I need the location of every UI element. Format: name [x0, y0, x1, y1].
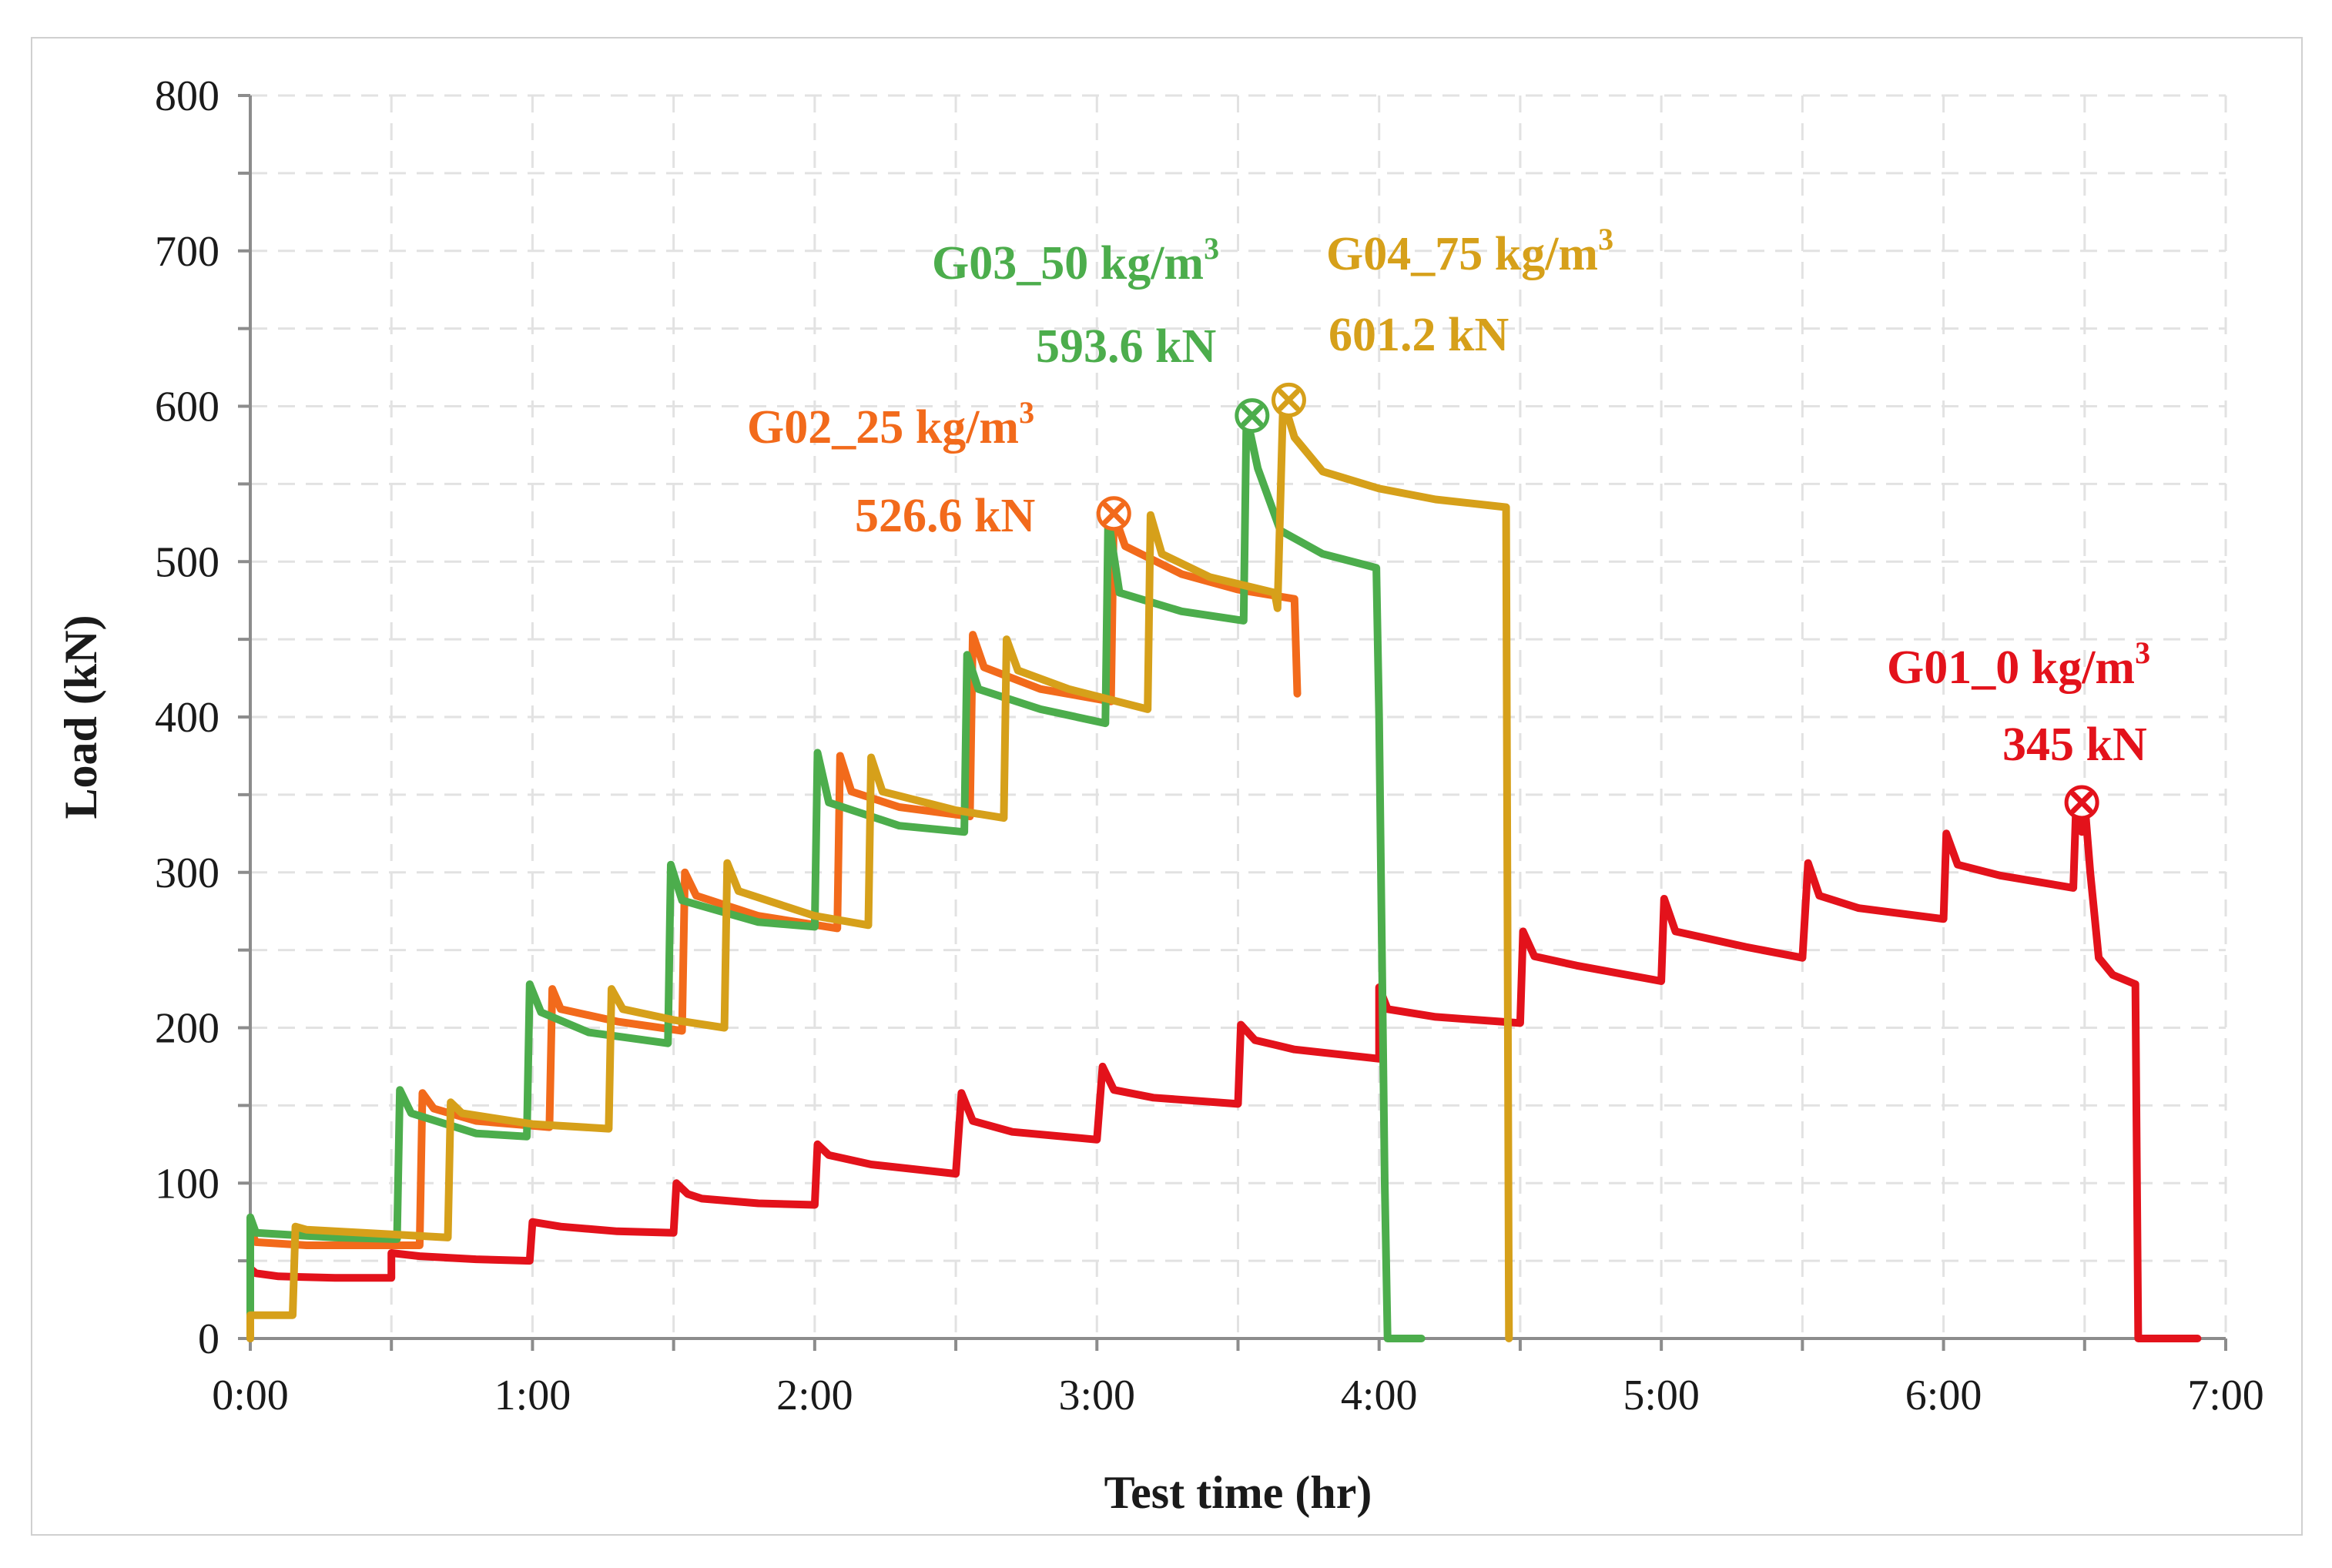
x-tick-label: 5:00: [1623, 1372, 1700, 1419]
series-label-main: G03_50 kg/m: [932, 237, 1204, 290]
y-axis-title: Load (kN): [55, 615, 106, 819]
peak-markers: [1096, 382, 2099, 820]
x-tick-label: 4:00: [1341, 1372, 1418, 1419]
series-label-superscript: 3: [1019, 395, 1034, 430]
x-tick-label: 2:00: [776, 1372, 853, 1419]
series-line-g04: [246, 396, 1513, 1342]
y-tick-label: 600: [155, 384, 219, 431]
axes: 0 100 200 300 400 500 600 700 800 0:00 1:00 2:00 3:0…: [55, 72, 2264, 1518]
series-label-superscript: 3: [2135, 635, 2150, 670]
y-tick-label: 700: [155, 228, 219, 276]
x-tick-label: 7:00: [2187, 1372, 2264, 1419]
chart-frame: [31, 37, 2303, 1536]
series-label-main: G01_0 kg/m: [1887, 642, 2135, 694]
y-tick-label: 800: [155, 72, 219, 120]
grid-lines: [250, 94, 2227, 1338]
peak-marker-g03: [1235, 398, 1270, 434]
peak-marker-g01: [2064, 785, 2099, 820]
x-tick-label: 6:00: [1905, 1372, 1982, 1419]
y-tick-label: 300: [155, 849, 219, 897]
series-label-g03: G03_50 kg/m3: [932, 231, 1219, 290]
y-tick-label: 500: [155, 538, 219, 586]
series-label-g04: G04_75 kg/m3: [1326, 222, 1613, 280]
series-label-superscript: 3: [1204, 231, 1219, 266]
series-line-g01: [246, 799, 2202, 1342]
peak-label-g01: 345 kN: [2002, 719, 2147, 771]
y-tick-label: 400: [155, 694, 219, 742]
y-tick-label: 200: [155, 1005, 219, 1053]
series-group: [246, 396, 2202, 1342]
peak-label-g03: 593.6 kN: [1036, 320, 1216, 373]
peak-marker-g02: [1096, 496, 1131, 531]
peak-label-g02: 526.6 kN: [855, 490, 1035, 542]
x-axis-title: Test time (hr): [1104, 1467, 1372, 1518]
x-tick-label: 1:00: [494, 1372, 571, 1419]
series-label-main: G04_75 kg/m: [1326, 228, 1598, 280]
peak-label-g04: 601.2 kN: [1329, 309, 1509, 361]
series-label-superscript: 3: [1598, 222, 1613, 256]
y-tick-label: 0: [198, 1315, 219, 1363]
series-label-main: G02_25 kg/m: [747, 401, 1019, 454]
y-tick-label: 100: [155, 1160, 219, 1208]
series-label-g02: G02_25 kg/m3: [747, 395, 1034, 454]
x-tick-label: 0:00: [212, 1372, 289, 1419]
x-tick-label: 3:00: [1059, 1372, 1136, 1419]
peak-marker-g04: [1271, 382, 1306, 417]
series-label-g01: G01_0 kg/m3: [1887, 635, 2150, 694]
